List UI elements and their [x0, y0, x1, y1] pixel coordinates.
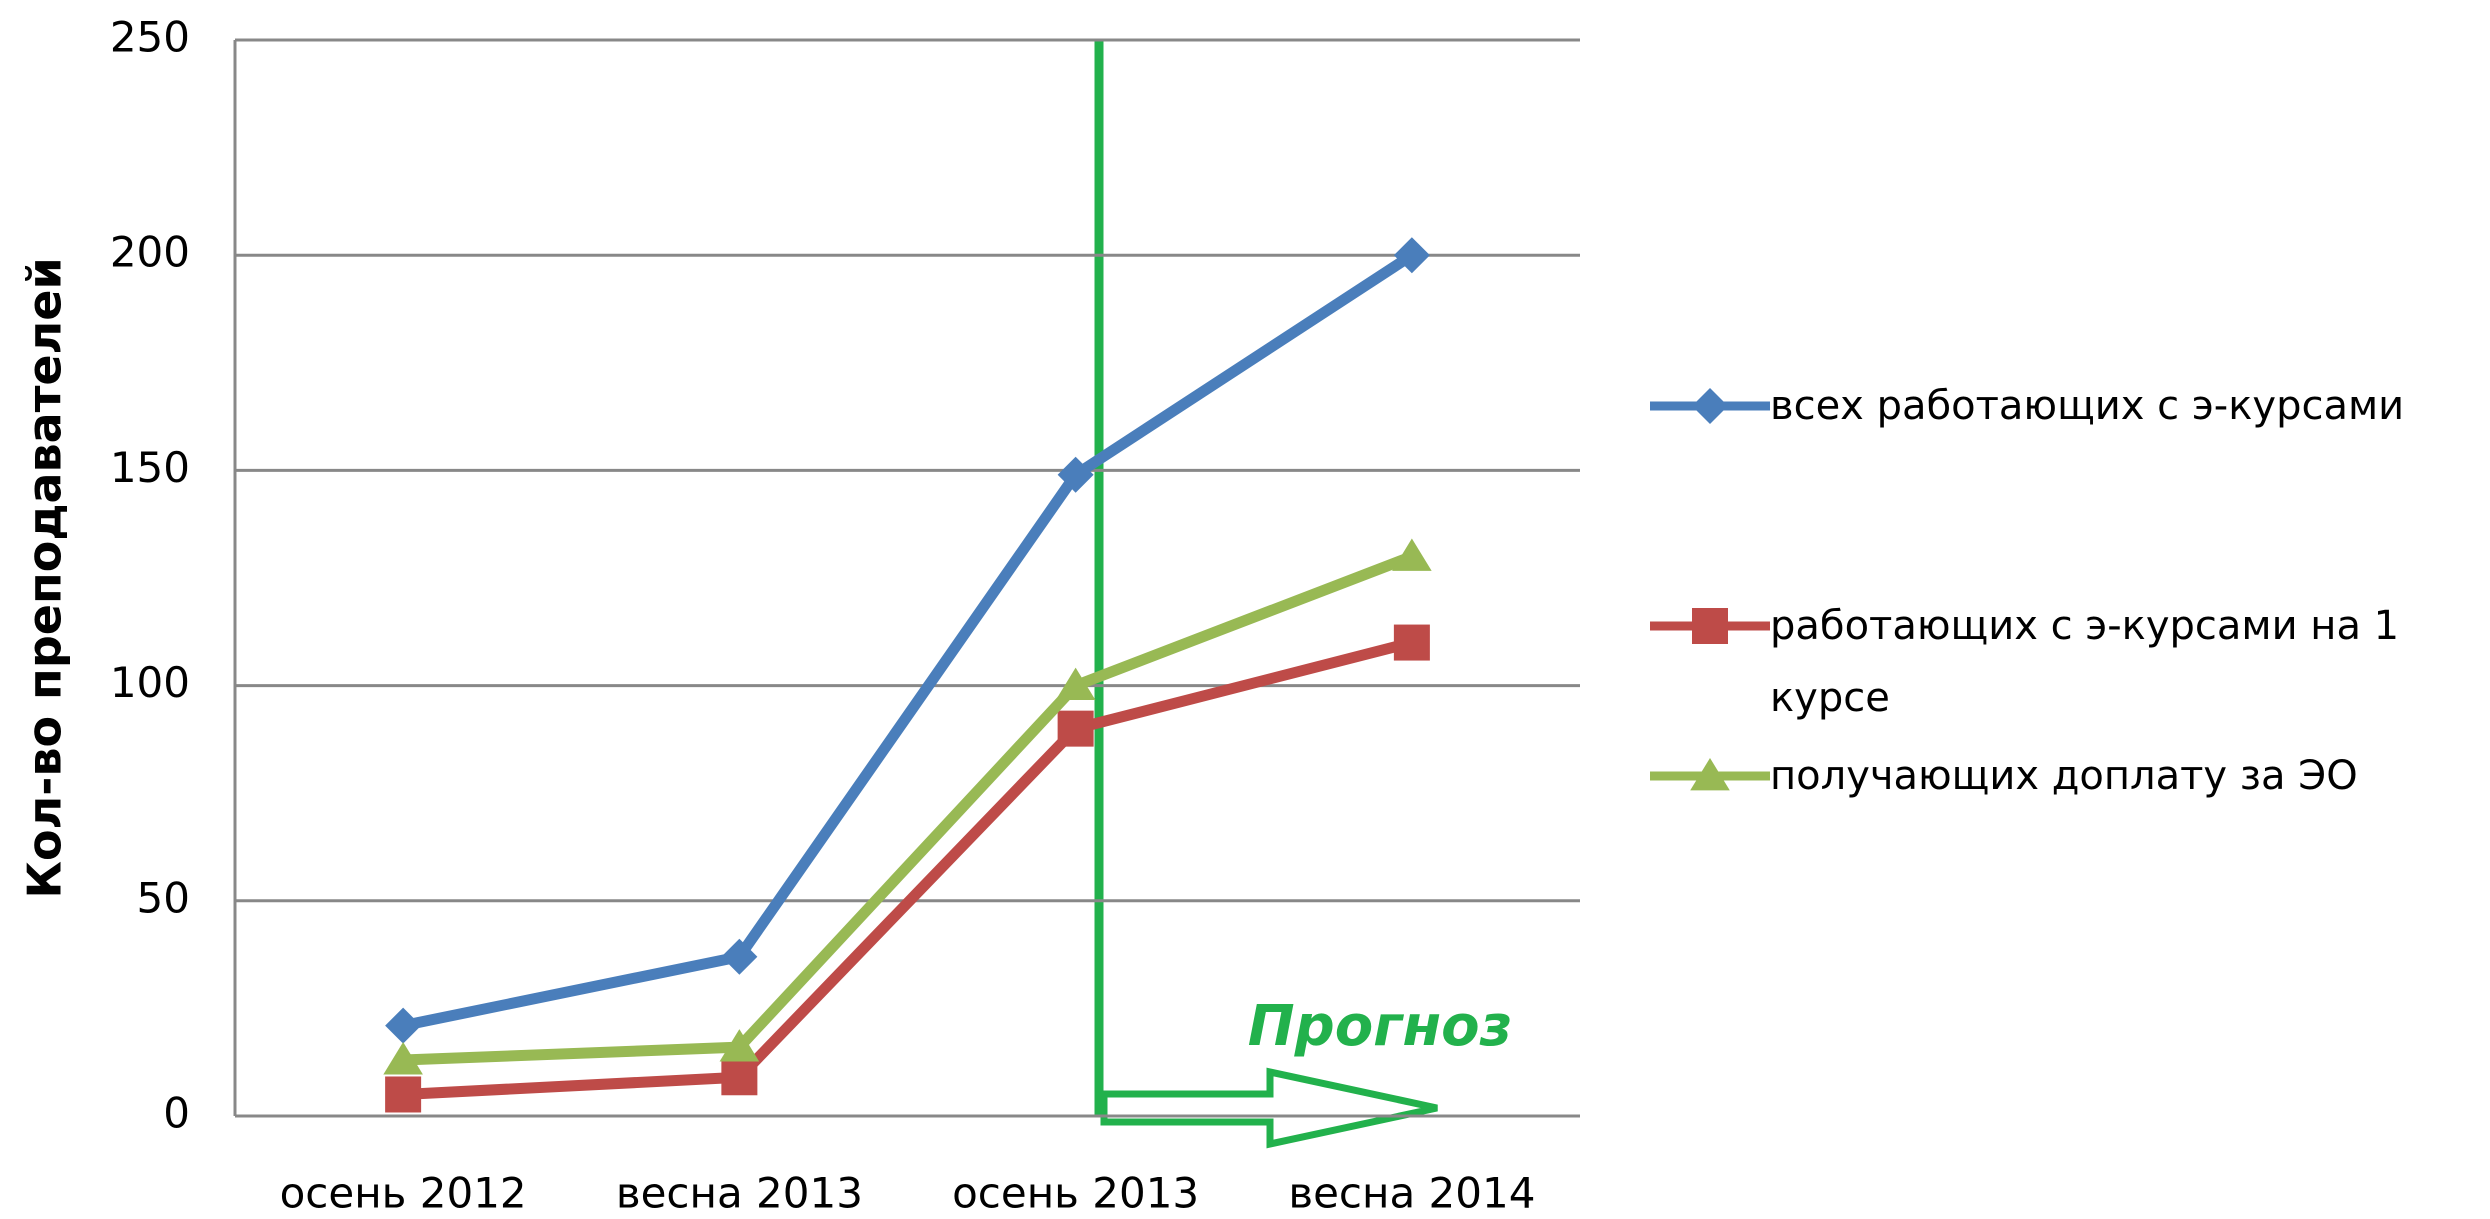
marker [1392, 538, 1432, 571]
legend-item: всех работающих с э-курсами [1650, 370, 2430, 442]
marker [719, 1029, 760, 1062]
marker [1393, 624, 1430, 661]
marker [1057, 456, 1094, 493]
marker [1690, 758, 1730, 791]
x-tick-label: весна 2013 [616, 1169, 863, 1218]
legend-label: получающих доплату за ЭО [1770, 753, 2358, 799]
marker [385, 1076, 422, 1113]
marker [383, 1042, 423, 1075]
marker [385, 1007, 422, 1044]
legend-swatch [1650, 608, 1770, 644]
y-axis-label: Кол-во преподавателей [18, 257, 72, 898]
series-line [402, 637, 1414, 1100]
y-tick-label: 50 [137, 873, 190, 922]
marker [1692, 388, 1728, 424]
legend-label: всех работающих с э-курсами [1770, 383, 2405, 429]
marker [721, 1059, 758, 1096]
y-tick-label: 150 [110, 443, 190, 492]
marker [1692, 608, 1728, 644]
series-line [402, 551, 1414, 1066]
forecast-arrow [1100, 1067, 1438, 1149]
y-tick-label: 250 [110, 13, 190, 62]
x-tick-label: осень 2012 [280, 1169, 527, 1218]
legend-item: получающих доплату за ЭО [1650, 740, 2430, 812]
marker [1393, 237, 1430, 274]
annotation: Прогноз [1248, 994, 1512, 1059]
legend-swatch [1650, 758, 1770, 791]
marker [1057, 710, 1094, 747]
y-tick-label: 100 [110, 658, 190, 707]
x-tick-label: осень 2013 [952, 1169, 1199, 1218]
legend-swatch [1650, 388, 1770, 424]
x-tick-label: весна 2014 [1288, 1169, 1535, 1218]
y-tick-label: 200 [110, 228, 190, 277]
marker [1055, 667, 1096, 700]
legend-item: работающих с э-курсами на 1 курсе [1650, 590, 2430, 734]
series-line [402, 250, 1415, 1032]
legend-label: работающих с э-курсами на 1 курсе [1770, 603, 2400, 721]
y-tick-label: 0 [163, 1089, 190, 1138]
marker [721, 938, 758, 975]
